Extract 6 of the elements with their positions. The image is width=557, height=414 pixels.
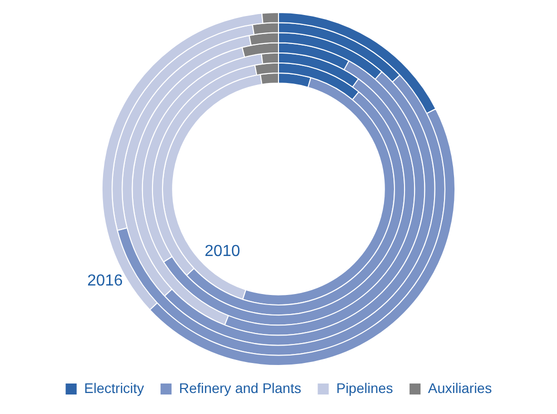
legend-label: Pipelines bbox=[336, 380, 394, 396]
legend-label: Refinery and Plants bbox=[179, 380, 302, 396]
legend-label: Electricity bbox=[84, 380, 144, 396]
slice-label: 2016 bbox=[87, 272, 123, 290]
slice-label: 2010 bbox=[204, 242, 240, 260]
legend-label: Auxiliaries bbox=[428, 380, 492, 396]
